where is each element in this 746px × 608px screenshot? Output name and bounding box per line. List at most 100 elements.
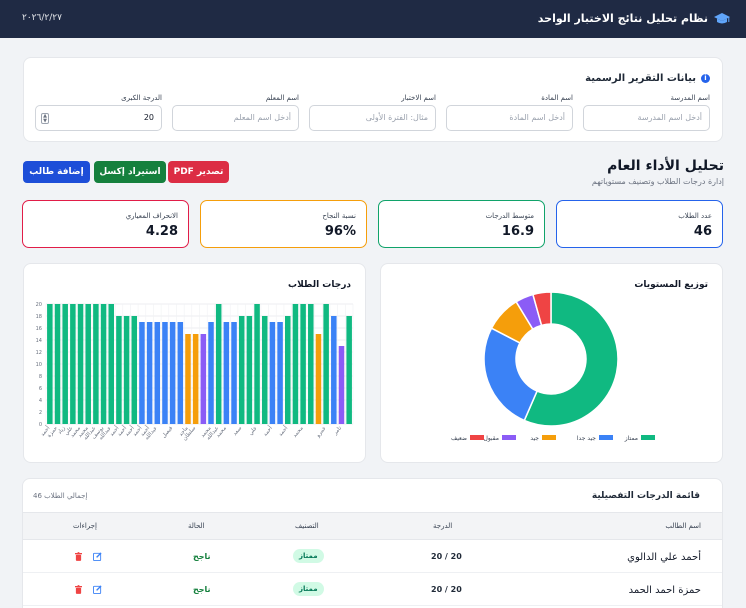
number-spinner-icon[interactable]: ▲ ▼	[41, 113, 49, 124]
stat-card-std-deviation: الانحراف المعياري 4.28	[22, 200, 189, 248]
table-row: حمزة احمد الحمد 20 / 20 ممتاز ناجح	[23, 574, 722, 606]
grade-bar	[116, 316, 122, 424]
grade-bar	[192, 334, 199, 424]
x-tick-label: أحمد	[261, 424, 274, 438]
trash-icon[interactable]	[75, 585, 82, 594]
add-student-button[interactable]: إضافة طالب	[23, 161, 90, 183]
subject-name-label: اسم المادة	[541, 94, 573, 102]
x-tick-label: محمد	[292, 425, 305, 439]
grade-bar	[139, 322, 145, 424]
header-actions: إجراءات	[73, 522, 97, 530]
x-tick-label: علي	[64, 425, 75, 436]
school-name-label: اسم المدرسة	[670, 94, 711, 102]
grade-bar	[346, 316, 352, 424]
grade-bar	[77, 304, 84, 424]
donut-chart-title: توزيع المستويات	[634, 280, 708, 290]
grade-bar	[93, 304, 99, 424]
student-score: 20 / 20	[431, 585, 462, 594]
grade-bar	[215, 304, 222, 424]
y-tick-label: 4	[39, 398, 42, 404]
legend-swatch	[641, 435, 655, 440]
legend-label: ممتاز	[624, 435, 638, 442]
table-header: اسم الطالب الدرجة التصنيف الحالة إجراءات	[23, 512, 722, 540]
grade-bar	[108, 304, 115, 424]
overview-title: تحليل الأداء العام	[607, 158, 724, 174]
grade-bar	[323, 304, 329, 424]
donut-slice	[531, 291, 552, 327]
exam-name-field: اسم الاختبار مثال: الفترة الأولى	[309, 94, 436, 131]
exam-name-label: اسم الاختبار	[401, 94, 436, 102]
grade-bar	[123, 316, 130, 424]
header-level: التصنيف	[295, 522, 319, 530]
header-score: الدرجة	[433, 522, 453, 530]
max-score-label: الدرجة الكبرى	[121, 94, 162, 102]
grade-bar	[246, 316, 253, 424]
exam-name-input[interactable]: مثال: الفترة الأولى	[309, 105, 436, 131]
table-title: قائمة الدرجات التفصيلية	[591, 491, 700, 501]
status-text: ناجح	[193, 552, 211, 561]
grade-bar	[177, 322, 184, 424]
y-tick-label: 2	[39, 410, 42, 416]
teacher-name-input[interactable]: أدخل اسم المعلم	[172, 105, 299, 131]
header-name: اسم الطالب	[665, 522, 701, 530]
grade-bar	[162, 322, 168, 424]
status-text: ناجح	[193, 585, 211, 594]
student-score: 20 / 20	[431, 552, 462, 561]
app-brand: نظام تحليل نتائج الاختبار الواحد	[538, 12, 730, 25]
grade-bar	[338, 346, 345, 424]
grade-bar	[208, 322, 214, 424]
max-score-field: الدرجة الكبرى 20 ▲ ▼	[35, 94, 162, 131]
level-badge: ممتاز	[293, 549, 324, 563]
edit-icon[interactable]	[93, 552, 102, 561]
current-date: ٢٠٢٦/٢/٢٧	[22, 13, 62, 23]
x-tick-label: فيصل	[161, 425, 174, 439]
grades-bar-chart: 02468101214161820أحمدحمزةزيادعليمحمدمحمد…	[36, 302, 354, 442]
export-pdf-button[interactable]: تصدير PDF	[168, 161, 229, 183]
donut-slice	[523, 291, 619, 427]
x-tick-label: عمرو	[315, 425, 328, 439]
stat-card-students-count: عدد الطلاب 46	[556, 200, 723, 248]
table-count: إجمالي الطلاب 46	[33, 492, 88, 500]
grade-bar	[62, 304, 68, 424]
grade-bar	[261, 316, 268, 424]
grade-bar	[169, 322, 176, 424]
student-name: حمزة احمد الحمد	[628, 585, 701, 596]
y-tick-label: 16	[36, 326, 42, 332]
y-tick-label: 0	[39, 422, 42, 428]
donut-slice	[483, 327, 539, 422]
x-tick-label: ماجد	[178, 425, 190, 437]
stat-card-average: متوسط الدرجات 16.9	[378, 200, 545, 248]
grade-bar	[292, 304, 299, 424]
import-excel-button[interactable]: استيراد إكسل	[94, 161, 166, 183]
y-tick-label: 20	[36, 302, 42, 308]
grade-bar	[131, 316, 138, 424]
y-tick-label: 14	[36, 338, 42, 344]
report-info-card: i بيانات التقرير الرسمية اسم المدرسة أدخ…	[23, 57, 723, 142]
grade-bar	[308, 304, 314, 424]
grade-bar	[277, 322, 283, 424]
stat-card-pass-rate: نسبة النجاح 96%	[200, 200, 367, 248]
level-badge: ممتاز	[293, 582, 324, 596]
subject-name-input[interactable]: أدخل اسم المادة	[446, 105, 573, 131]
x-tick-label: علي	[248, 425, 259, 436]
y-tick-label: 10	[36, 362, 42, 368]
trash-icon[interactable]	[75, 552, 82, 561]
teacher-name-field: اسم المعلم أدخل اسم المعلم	[172, 94, 299, 131]
legend-swatch	[502, 435, 516, 440]
grade-bar	[154, 322, 161, 424]
bar-chart-title: درجات الطلاب	[288, 280, 351, 290]
student-name: أحمد علي الدالوي	[627, 552, 701, 563]
grade-bar	[331, 316, 337, 424]
y-tick-label: 12	[36, 350, 42, 356]
edit-icon[interactable]	[93, 585, 102, 594]
graduation-cap-icon	[714, 12, 730, 23]
school-name-input[interactable]: أدخل اسم المدرسة	[583, 105, 710, 131]
report-info-title: i بيانات التقرير الرسمية	[585, 73, 710, 84]
legend-label: ضعيف	[451, 435, 467, 442]
subject-name-field: اسم المادة أدخل اسم المادة	[446, 94, 573, 131]
grade-bar	[47, 304, 53, 424]
max-score-input[interactable]: 20 ▲ ▼	[35, 105, 162, 131]
grade-bar	[315, 334, 322, 424]
grade-bar	[185, 334, 191, 424]
legend-swatch	[470, 435, 484, 440]
